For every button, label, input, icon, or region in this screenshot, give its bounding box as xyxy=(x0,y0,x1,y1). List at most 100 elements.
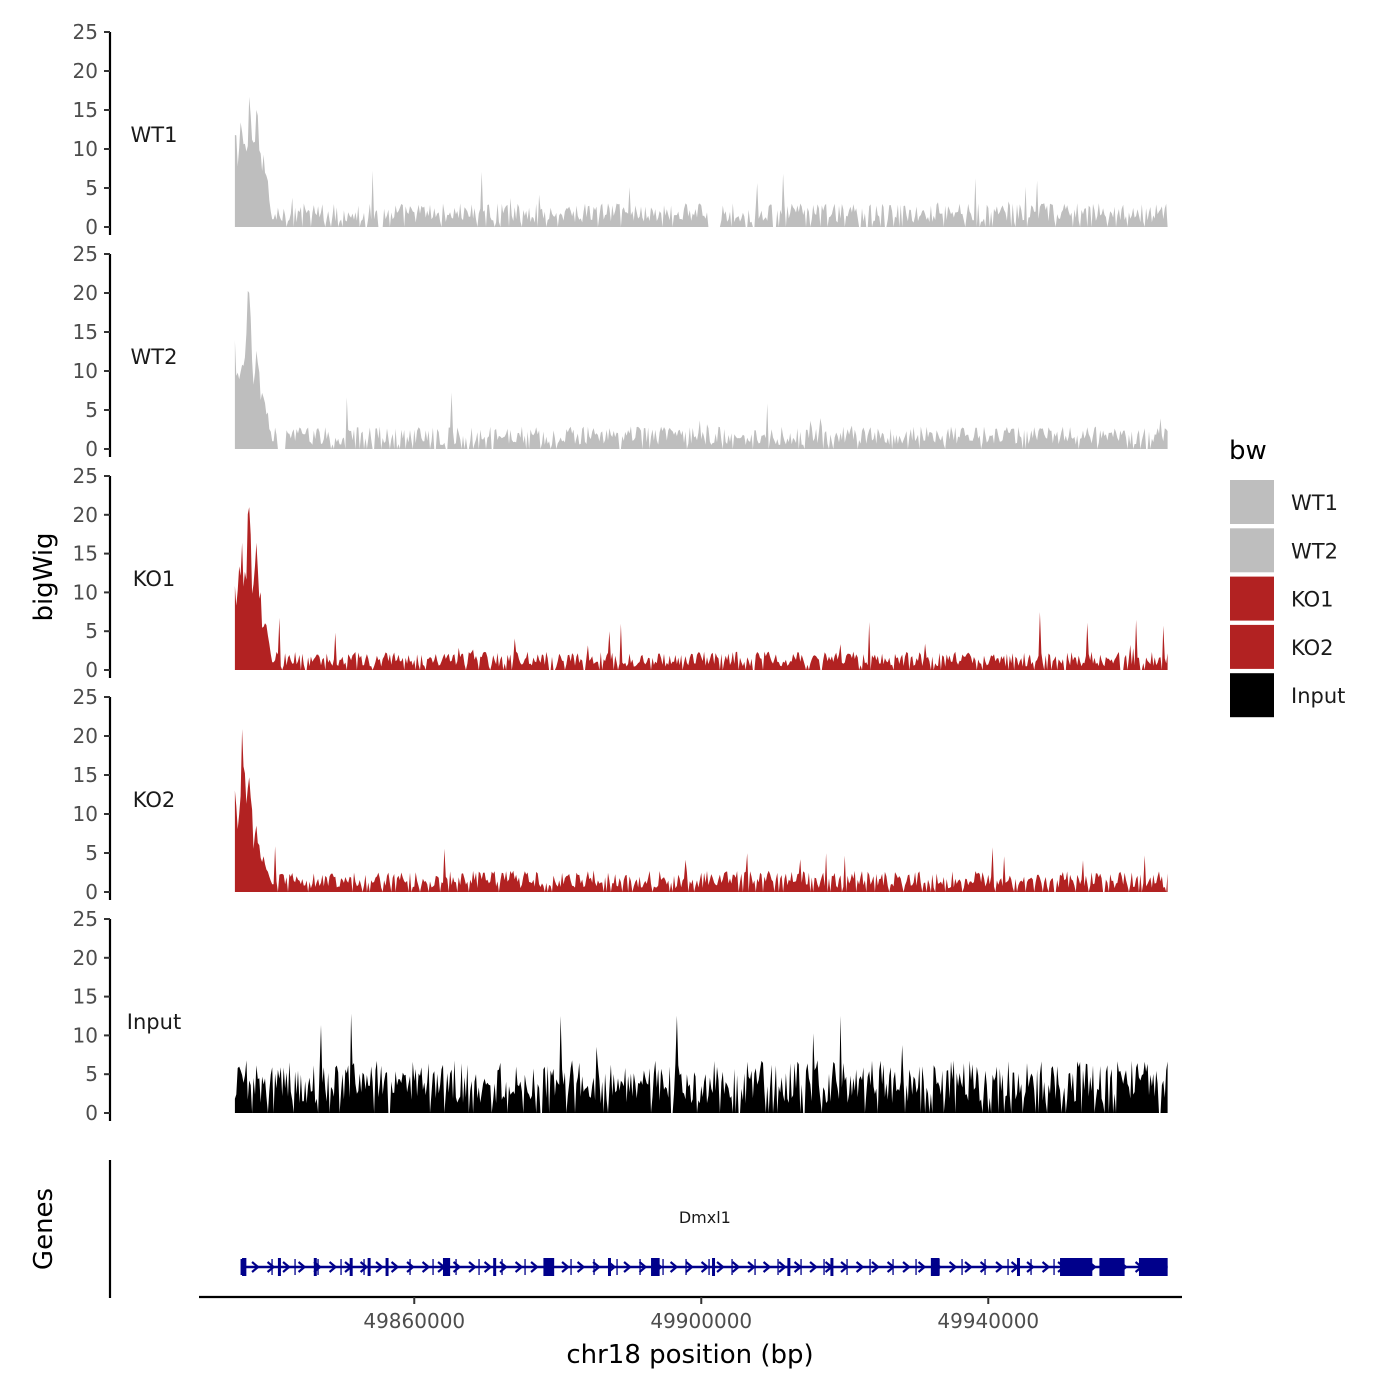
strand-arrow xyxy=(871,1261,880,1273)
signal-area-wt1 xyxy=(234,96,1168,227)
strand-arrow xyxy=(685,1261,694,1273)
y-tick-label: 0 xyxy=(85,437,98,461)
legend-title: bw xyxy=(1229,436,1267,466)
strand-arrow xyxy=(251,1261,260,1273)
signal-area-wt2 xyxy=(234,290,1168,449)
exon xyxy=(242,1258,247,1276)
exon xyxy=(1060,1258,1093,1276)
y-tick-label: 5 xyxy=(85,619,98,643)
legend-label: KO2 xyxy=(1291,636,1334,660)
gene-name-label: Dmxl1 xyxy=(679,1208,731,1227)
track-label-input: Input xyxy=(127,1010,181,1034)
signal-area-ko1 xyxy=(234,507,1168,670)
strand-arrow xyxy=(700,1261,710,1273)
exon xyxy=(607,1258,611,1276)
strand-arrow xyxy=(468,1261,477,1273)
y-tick-label: 25 xyxy=(73,464,98,488)
strand-arrow xyxy=(809,1261,818,1273)
strand-arrow xyxy=(576,1261,586,1273)
strand-arrow xyxy=(855,1261,865,1273)
y-tick-label: 15 xyxy=(73,320,98,344)
exon xyxy=(1138,1258,1168,1276)
y-tick-label: 15 xyxy=(73,542,98,566)
exon xyxy=(367,1258,371,1276)
legend-swatch xyxy=(1230,624,1274,669)
strand-arrow xyxy=(1026,1261,1035,1273)
strand-arrow xyxy=(979,1261,989,1273)
strand-arrow xyxy=(328,1261,338,1273)
track-wt2: 0 5 10 15 20 25 xyxy=(73,242,1168,461)
strand-arrow xyxy=(669,1261,679,1273)
y-tick-label: 20 xyxy=(73,503,98,527)
x-tick-label: 49860000 xyxy=(363,1309,465,1333)
strand-arrow xyxy=(514,1261,524,1273)
x-tick-label: 49900000 xyxy=(650,1309,752,1333)
track-label-ko1: KO1 xyxy=(133,567,176,591)
exon xyxy=(1099,1258,1125,1276)
exon xyxy=(277,1258,281,1276)
strand-arrow xyxy=(359,1261,369,1273)
track-ko2: 0 5 10 15 20 25 xyxy=(73,685,1168,904)
track-label-wt1: WT1 xyxy=(131,123,178,147)
x-tick-label: 49940000 xyxy=(937,1309,1039,1333)
legend-label: WT2 xyxy=(1291,539,1338,563)
y-tick-label: 15 xyxy=(73,98,98,122)
legend-item-input: Input xyxy=(1230,673,1345,718)
legend-label: KO1 xyxy=(1291,588,1334,612)
strand-arrow xyxy=(995,1261,1004,1273)
y-tick-label: 10 xyxy=(73,580,98,604)
exon xyxy=(442,1258,451,1276)
x-axis-title: chr18 position (bp) xyxy=(566,1340,813,1370)
strand-arrow xyxy=(731,1261,741,1273)
exon xyxy=(385,1258,389,1276)
y-tick-label: 15 xyxy=(73,985,98,1009)
y-axis-title: bigWig xyxy=(29,532,59,621)
y-tick-label: 0 xyxy=(85,1101,98,1125)
strand-arrow xyxy=(778,1261,787,1273)
strand-arrow xyxy=(964,1261,973,1273)
strand-arrow xyxy=(716,1261,725,1273)
exon xyxy=(1016,1258,1020,1276)
legend-swatch xyxy=(1230,480,1274,524)
strand-arrow xyxy=(561,1261,570,1273)
y-tick-label: 15 xyxy=(73,763,98,787)
strand-arrow xyxy=(375,1261,384,1273)
exon xyxy=(543,1258,555,1276)
y-tick-label: 10 xyxy=(73,1023,98,1047)
track-label-ko2: KO2 xyxy=(133,788,176,812)
y-tick-label: 5 xyxy=(85,176,98,200)
exon xyxy=(787,1258,791,1276)
strand-arrow xyxy=(390,1261,400,1273)
y-tick-label: 5 xyxy=(85,1062,98,1086)
legend-item-wt1: WT1 xyxy=(1230,480,1338,524)
y-tick-label: 25 xyxy=(73,907,98,931)
strand-arrow xyxy=(406,1261,415,1273)
legend-swatch xyxy=(1230,528,1274,573)
strand-arrow xyxy=(421,1261,431,1273)
track-wt1: 0 5 10 15 20 25 xyxy=(73,20,1168,239)
strand-arrow xyxy=(638,1261,648,1273)
strand-arrow xyxy=(623,1261,632,1273)
exon xyxy=(830,1258,834,1276)
strand-arrow xyxy=(747,1261,756,1273)
strand-arrow xyxy=(530,1261,539,1273)
y-tick-label: 10 xyxy=(73,802,98,826)
x-axis-ticks: 49860000 49900000 49940000 xyxy=(363,1297,1039,1333)
y-tick-label: 10 xyxy=(73,137,98,161)
legend-swatch xyxy=(1230,576,1274,621)
strand-arrow xyxy=(917,1261,927,1273)
strand-arrow xyxy=(902,1261,911,1273)
strand-arrow xyxy=(948,1261,958,1273)
track-ko1: 0 5 10 15 20 25 xyxy=(73,464,1168,682)
exon xyxy=(651,1258,660,1276)
track-label-wt2: WT2 xyxy=(131,345,178,369)
y-tick-label: 20 xyxy=(73,59,98,83)
gene-track-title: Genes xyxy=(29,1188,59,1270)
legend-item-ko1: KO1 xyxy=(1230,576,1334,621)
legend-item-ko2: KO2 xyxy=(1230,624,1334,669)
y-tick-label: 25 xyxy=(73,242,98,266)
strand-arrow xyxy=(483,1261,493,1273)
y-tick-label: 5 xyxy=(85,841,98,865)
exon xyxy=(930,1258,940,1276)
strand-arrow xyxy=(297,1261,307,1273)
